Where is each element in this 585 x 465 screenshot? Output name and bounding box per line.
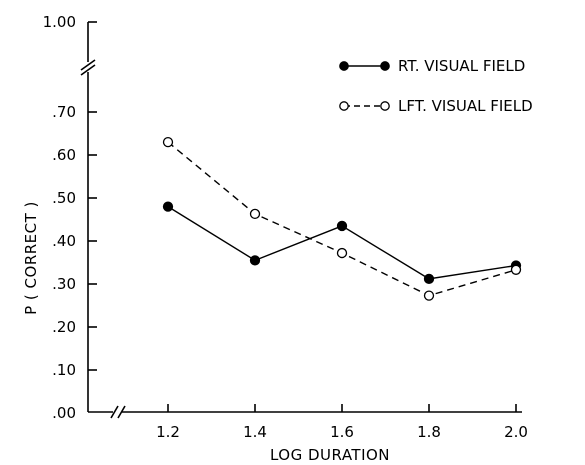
series-line-rt-visual-field xyxy=(168,207,516,279)
y-tick-label: .00 xyxy=(52,404,76,422)
legend: RT. VISUAL FIELD LFT. VISUAL FIELD xyxy=(340,57,533,115)
x-tick-labels: 1.2 1.4 1.6 1.8 2.0 xyxy=(156,423,528,441)
data-point-rt-visual-field xyxy=(164,202,173,211)
legend-marker-lft-visual-field xyxy=(340,102,348,110)
legend-label-lft-visual-field: LFT. VISUAL FIELD xyxy=(398,97,533,115)
data-point-lft-visual-field xyxy=(164,138,173,147)
series-layer xyxy=(164,138,521,301)
tick-marks xyxy=(88,22,516,412)
y-tick-label: .70 xyxy=(52,103,76,121)
data-point-rt-visual-field xyxy=(251,256,260,265)
y-tick-labels: 1.00 .00 .10 .20 .30 .40 .50 .60 .70 xyxy=(43,13,76,422)
x-tick-label: 1.8 xyxy=(417,423,441,441)
x-tick-label: 1.2 xyxy=(156,423,180,441)
y-tick-label: .30 xyxy=(52,275,76,293)
y-tick-label: .60 xyxy=(52,146,76,164)
y-tick-label: .20 xyxy=(52,318,76,336)
y-tick-label: .40 xyxy=(52,232,76,250)
axes xyxy=(81,22,522,418)
y-tick-label: .10 xyxy=(52,361,76,379)
data-point-rt-visual-field xyxy=(425,274,434,283)
data-point-lft-visual-field xyxy=(425,291,434,300)
x-tick-label: 1.6 xyxy=(330,423,354,441)
y-axis-title: P ( CORRECT ) xyxy=(22,201,40,315)
legend-marker-rt-visual-field xyxy=(381,62,389,70)
x-tick-label: 1.4 xyxy=(243,423,267,441)
data-point-lft-visual-field xyxy=(251,209,260,218)
data-point-lft-visual-field xyxy=(338,249,347,258)
y-tick-label: 1.00 xyxy=(43,13,76,31)
data-point-rt-visual-field xyxy=(338,221,347,230)
y-tick-label: .50 xyxy=(52,189,76,207)
legend-label-rt-visual-field: RT. VISUAL FIELD xyxy=(398,57,525,75)
series-line-lft-visual-field xyxy=(168,142,516,296)
legend-marker-rt-visual-field xyxy=(340,62,348,70)
x-tick-label: 2.0 xyxy=(504,423,528,441)
data-point-lft-visual-field xyxy=(512,265,521,274)
x-axis-title: LOG DURATION xyxy=(270,446,390,464)
legend-marker-lft-visual-field xyxy=(381,102,389,110)
